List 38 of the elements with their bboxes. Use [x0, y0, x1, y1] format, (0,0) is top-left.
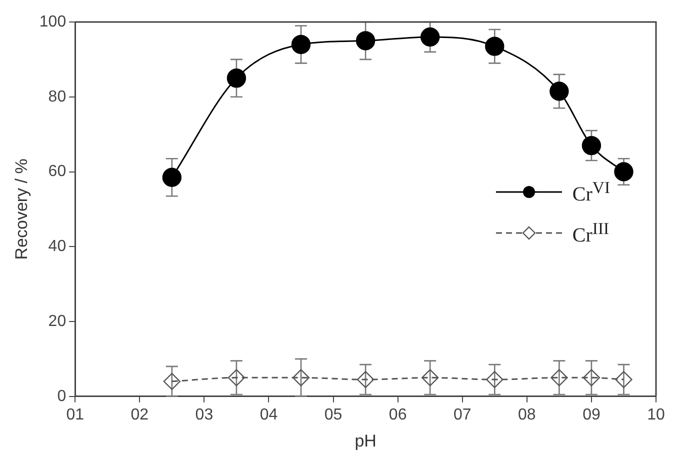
x-tick-label: 07 — [453, 406, 472, 424]
legend-label: Cr$^{III}$ — [572, 218, 610, 248]
x-tick-label: 04 — [260, 406, 278, 424]
x-tick-label: 02 — [130, 406, 149, 424]
x-tick-label: 08 — [518, 406, 536, 424]
y-tick-label: 40 — [48, 238, 66, 256]
legend-label: Cr$^{VI}$ — [572, 178, 610, 207]
x-tick-label: 01 — [66, 406, 84, 424]
x-axis-title: pH — [354, 431, 376, 450]
point — [550, 82, 569, 101]
y-tick-label: 80 — [48, 88, 66, 106]
point — [582, 369, 600, 386]
point — [615, 370, 632, 388]
point — [485, 36, 504, 56]
point — [291, 34, 311, 54]
point — [228, 369, 246, 386]
point — [486, 370, 504, 388]
point — [420, 27, 440, 47]
y-tick-label: 60 — [48, 163, 66, 180]
point — [163, 372, 181, 390]
y-tick-label: 20 — [48, 312, 66, 330]
point — [292, 369, 310, 386]
x-tick-label: 10 — [647, 406, 665, 424]
y-tick-label: 0 — [57, 388, 66, 405]
point — [356, 370, 374, 388]
y-axis-title: Recovery / % — [12, 158, 31, 260]
point — [582, 136, 602, 156]
point — [550, 369, 568, 386]
x-tick-label: 09 — [582, 406, 600, 424]
x-tick-label: 03 — [195, 406, 214, 424]
point — [226, 68, 246, 88]
point — [162, 168, 182, 187]
point — [421, 369, 439, 386]
point — [614, 162, 634, 182]
point — [356, 31, 376, 50]
x-tick-label: 05 — [324, 406, 342, 424]
x-tick-label: 06 — [388, 406, 407, 424]
y-tick-label: 100 — [39, 13, 66, 30]
